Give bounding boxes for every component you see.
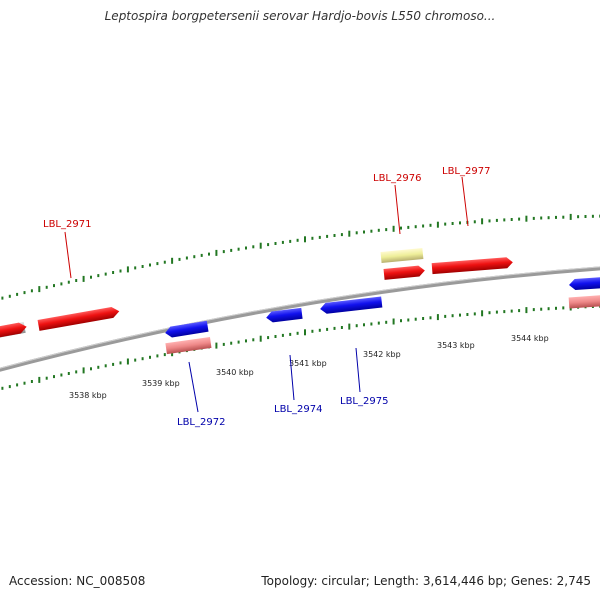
leader-lbl-2977	[461, 176, 469, 227]
gene-lbl-2971[interactable]	[37, 306, 121, 331]
gene-lbl-2972[interactable]	[164, 320, 209, 339]
label-lbl-2976[interactable]: LBL_2976	[373, 173, 421, 184]
gene-unlabeled-right-blue[interactable]	[569, 276, 600, 291]
inner-tick-marks	[1, 304, 600, 390]
scale-label-3541: 3541 kbp	[289, 359, 327, 368]
gene-unlabeled-left-red[interactable]	[0, 321, 28, 340]
map-title: Leptospira borgpetersenii serovar Hardjo…	[104, 9, 496, 23]
leader-lbl-2975	[355, 347, 361, 393]
gene-lbl-2974[interactable]	[266, 307, 303, 323]
scale-label-3544: 3544 kbp	[511, 334, 549, 343]
gene-lbl-2977[interactable]	[431, 257, 514, 275]
accession-text: Accession: NC_008508	[9, 574, 146, 588]
scale-label-3540: 3540 kbp	[216, 368, 254, 377]
label-lbl-2974[interactable]: LBL_2974	[274, 404, 322, 415]
scale-label-3543: 3543 kbp	[437, 341, 475, 350]
leader-lbl-2974	[289, 354, 295, 401]
leader-lbl-2976	[394, 184, 401, 235]
gene-lbl-2975[interactable]	[320, 296, 383, 315]
label-lbl-2977[interactable]: LBL_2977	[442, 166, 490, 177]
gene-pseudo-pink-lbl-2972[interactable]	[165, 336, 212, 355]
label-lbl-2972[interactable]: LBL_2972	[177, 417, 225, 428]
outer-tick-marks	[1, 213, 600, 300]
scale-label-3542: 3542 kbp	[363, 350, 401, 359]
label-lbl-2971[interactable]: LBL_2971	[43, 219, 91, 230]
gene-unlabeled-right-pink[interactable]	[568, 294, 600, 309]
topology-text: Topology: circular; Length: 3,614,446 bp…	[261, 574, 591, 588]
scale-label-3538: 3538 kbp	[69, 391, 107, 400]
scale-label-3539: 3539 kbp	[142, 379, 180, 388]
gene-lbl-2976[interactable]	[383, 265, 426, 280]
leader-lbl-2972	[188, 361, 199, 413]
gene-pseudo-yellow[interactable]	[380, 248, 424, 263]
chromosome-backbone	[0, 266, 600, 372]
leader-lbl-2971	[64, 231, 72, 279]
label-lbl-2975[interactable]: LBL_2975	[340, 396, 388, 407]
